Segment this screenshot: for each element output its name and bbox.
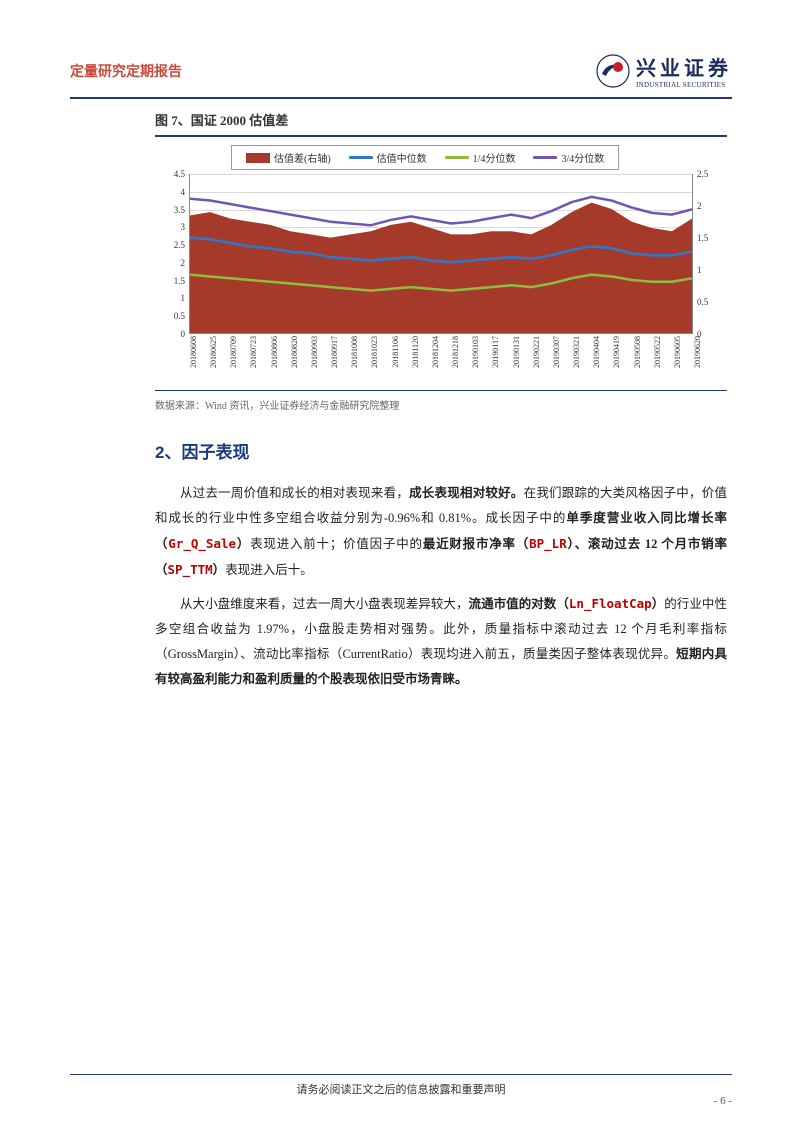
chart-plot: 00.511.522.533.544.5 00.511.522.5 201806… (161, 174, 721, 384)
body-text: 从过去一周价值和成长的相对表现来看，成长表现相对较好。在我们跟踪的大类风格因子中… (155, 481, 727, 692)
paragraph: 从大小盘维度来看，过去一周大小盘表现差异较大，流通市值的对数（Ln_FloatC… (155, 591, 727, 692)
logo-icon (596, 54, 630, 88)
y-axis-left: 00.511.522.533.544.5 (161, 174, 187, 334)
legend-label: 估值差(右轴) (274, 150, 331, 165)
x-axis: 2018060820180625201807092018072320180806… (189, 336, 693, 384)
main-content: 图 7、国证 2000 估值差 估值差(右轴) 估值中位数 1/4分位数 3/4… (155, 110, 727, 700)
page-header: 定量研究定期报告 兴业证券 INDUSTRIAL SECURITIES (70, 52, 732, 99)
page-number: - 6 - (714, 1095, 732, 1107)
figure-source: 数据来源：Wind 资讯，兴业证券经济与金融研究院整理 (155, 397, 727, 412)
legend-label: 估值中位数 (377, 150, 427, 165)
brand-logo: 兴业证券 INDUSTRIAL SECURITIES (596, 52, 732, 89)
legend-swatch (533, 156, 557, 159)
legend-label: 3/4分位数 (561, 150, 604, 165)
chart-legend: 估值差(右轴) 估值中位数 1/4分位数 3/4分位数 (231, 145, 619, 170)
logo-text-en: INDUSTRIAL SECURITIES (636, 81, 725, 89)
chart-container: 估值差(右轴) 估值中位数 1/4分位数 3/4分位数 00.511.522.5… (155, 135, 727, 391)
legend-item: 估值差(右轴) (246, 150, 331, 165)
legend-item: 1/4分位数 (445, 150, 516, 165)
legend-label: 1/4分位数 (473, 150, 516, 165)
figure-caption: 图 7、国证 2000 估值差 (155, 110, 727, 129)
legend-swatch (349, 156, 373, 159)
paragraph: 从过去一周价值和成长的相对表现来看，成长表现相对较好。在我们跟踪的大类风格因子中… (155, 481, 727, 583)
y-axis-right: 00.511.522.5 (695, 174, 721, 334)
logo-text-cn: 兴业证券 (636, 52, 732, 81)
report-category: 定量研究定期报告 (70, 61, 182, 81)
plot-inner (189, 174, 693, 334)
legend-item: 估值中位数 (349, 150, 427, 165)
section-heading: 2、因子表现 (155, 438, 727, 463)
legend-item: 3/4分位数 (533, 150, 604, 165)
legend-swatch (246, 153, 270, 163)
page-footer: 请务必阅读正文之后的信息披露和重要声明 - 6 - (70, 1074, 732, 1097)
legend-swatch (445, 156, 469, 159)
footer-disclaimer: 请务必阅读正文之后的信息披露和重要声明 (70, 1081, 732, 1097)
